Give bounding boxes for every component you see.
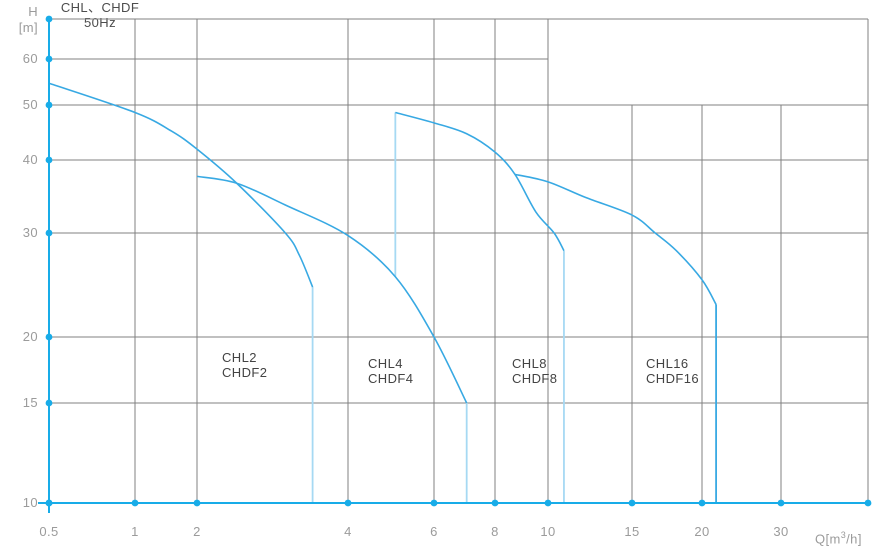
y-tick-label-20: 20 [22, 329, 38, 344]
region-label-line: CHL2 [222, 350, 257, 365]
x-tick-label-2: 2 [193, 524, 201, 539]
y-tick-label-30: 30 [22, 225, 38, 240]
y-tick-label-40: 40 [22, 152, 38, 167]
x-axis-title: Q[m3/h] [815, 527, 873, 547]
x-axis-title-prefix: Q[m [815, 531, 841, 547]
axis-tick-dot [193, 499, 201, 507]
region-label-line: CHL16 [646, 356, 689, 371]
curve-chl4 [196, 175, 468, 404]
axis-tick-dot [45, 156, 53, 164]
axis-tick-dot [45, 55, 53, 63]
curve-chl16 [514, 173, 717, 305]
x-tick-label-30: 30 [773, 524, 789, 539]
axis-tick-dot [698, 499, 706, 507]
region-label-line: CHDF4 [368, 371, 414, 386]
region-label-line: CHDF8 [512, 371, 558, 386]
x-axis-title-suffix: /h] [846, 531, 862, 547]
axis-tick-dot [344, 499, 352, 507]
region-label-line: CHL8 [512, 356, 547, 371]
axis-tick-dot [45, 15, 53, 23]
axis-tick-dot [45, 101, 53, 109]
region-label-chl8: CHL8 CHDF8 [512, 356, 557, 386]
region-label-line: CHL4 [368, 356, 403, 371]
x-tick-label-20: 20 [694, 524, 710, 539]
x-tick-label-4: 4 [344, 524, 352, 539]
axis-tick-dot [45, 333, 53, 341]
y-axis-title-line1: H [28, 4, 38, 19]
x-tick-label-15: 15 [624, 524, 640, 539]
y-axis-title-line2: [m] [18, 20, 38, 35]
axis-tick-dot [45, 229, 53, 237]
axis-tick-dot [131, 499, 139, 507]
region-label-chl4: CHL4 CHDF4 [368, 356, 413, 386]
y-tick-label-60: 60 [22, 51, 38, 66]
axis-tick-dot [491, 499, 499, 507]
region-label-line: CHDF2 [222, 365, 268, 380]
curve-chl8 [395, 111, 565, 252]
axis-tick-dot [544, 499, 552, 507]
axis-tick-dot [45, 499, 53, 507]
y-tick-label-50: 50 [22, 97, 38, 112]
curve-chl2 [48, 82, 314, 288]
region-label-chl16: CHL16 CHDF16 [646, 356, 699, 386]
axis-tick-dot [628, 499, 636, 507]
axis-tick-dot [777, 499, 785, 507]
region-label-chl2: CHL2 CHDF2 [222, 350, 267, 380]
x-tick-label-1: 1 [131, 524, 139, 539]
legend-title: CHL、CHDF [60, 0, 140, 15]
axis-tick-dot [430, 499, 438, 507]
x-tick-label-8: 8 [491, 524, 499, 539]
y-tick-label-10: 10 [22, 495, 38, 510]
x-tick-label-6: 6 [430, 524, 438, 539]
region-label-line: CHDF16 [646, 371, 699, 386]
x-tick-label-10: 10 [540, 524, 556, 539]
axis-tick-dot [45, 399, 53, 407]
axis-tick-dot [864, 499, 872, 507]
y-tick-label-15: 15 [22, 395, 38, 410]
x-tick-label-0_5: 0.5 [39, 524, 59, 539]
x-axis-title-sup: 3 [840, 530, 847, 540]
